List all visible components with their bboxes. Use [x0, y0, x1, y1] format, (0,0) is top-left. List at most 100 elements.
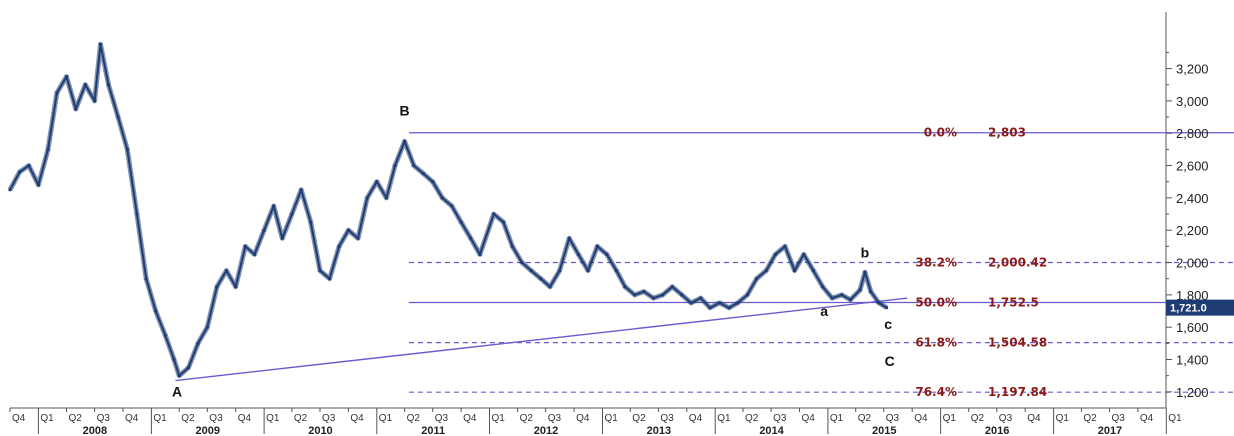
- price-point: [356, 236, 360, 240]
- price-point: [727, 306, 731, 310]
- price-point: [440, 196, 444, 200]
- quarter-label: Q4: [802, 413, 816, 424]
- price-point: [252, 252, 257, 257]
- price-point: [595, 244, 599, 248]
- quarter-label: Q4: [914, 413, 928, 424]
- price-point: [154, 309, 158, 313]
- year-label: 2008: [83, 425, 107, 436]
- fib-pct-label: 0.0%: [924, 126, 957, 140]
- price-point: [548, 285, 552, 289]
- price-point: [450, 204, 454, 208]
- price-point: [783, 244, 787, 248]
- y-tick-label: 2,800: [1176, 126, 1209, 141]
- price-point: [717, 301, 722, 305]
- price-point: [661, 293, 665, 297]
- quarter-label: Q2: [1083, 413, 1097, 424]
- wave-label-C: C: [885, 353, 895, 369]
- year-label: 2017: [1098, 425, 1122, 436]
- price-point: [605, 252, 609, 257]
- price-point: [8, 188, 12, 192]
- price-point: [421, 172, 426, 176]
- y-tick-label: 1,400: [1176, 353, 1209, 368]
- quarter-label: Q2: [745, 413, 759, 424]
- quarter-label: Q4: [350, 413, 364, 424]
- quarter-label: Q2: [407, 413, 421, 424]
- price-point: [431, 180, 435, 184]
- price-point: [46, 147, 50, 151]
- price-point: [243, 244, 247, 248]
- wave-label-B: B: [400, 102, 410, 118]
- price-point: [869, 290, 873, 294]
- price-point: [764, 269, 768, 273]
- series-group: [7, 41, 889, 379]
- price-point: [821, 285, 825, 289]
- quarter-label: Q1: [830, 413, 844, 424]
- quarter-label: Q3: [660, 413, 674, 424]
- price-point: [93, 99, 97, 103]
- price-line: [9, 43, 888, 377]
- price-point: [234, 285, 238, 289]
- quarter-label: Q2: [520, 413, 534, 424]
- price-point: [586, 269, 590, 273]
- price-point: [299, 188, 303, 192]
- price-point: [884, 306, 889, 310]
- price-point: [327, 277, 332, 281]
- price-point: [745, 293, 749, 297]
- price-point: [384, 196, 388, 200]
- price-point: [811, 269, 815, 273]
- fib-pct-label: 61.8%: [915, 336, 957, 350]
- price-point: [670, 285, 674, 289]
- quarter-label: Q4: [689, 413, 703, 424]
- price-point: [74, 107, 78, 111]
- price-point: [196, 341, 200, 345]
- quarter-label: Q1: [153, 413, 167, 424]
- quarter-label: Q4: [463, 413, 477, 424]
- quarter-label: Q1: [943, 413, 957, 424]
- fib-pct-label: 76.4%: [915, 385, 957, 399]
- price-point: [773, 252, 778, 257]
- price-point: [651, 296, 656, 300]
- fib-value-label: 1,752.5: [988, 296, 1039, 310]
- quarter-label: Q1: [605, 413, 619, 424]
- x-axis: Q4 Q1 Q2 Q3 Q4 Q1 Q2 Q3 Q4 Q1 Q2 Q3 Q4 Q1 Q2 Q3 Q4 Q1 Q2 Q3…: [9, 408, 1182, 436]
- price-point: [280, 236, 284, 240]
- price-point: [309, 220, 313, 224]
- price-point: [98, 42, 103, 46]
- price-point: [623, 285, 627, 289]
- year-label: 2014: [759, 425, 784, 436]
- price-point: [848, 298, 853, 302]
- year-label: 2012: [534, 425, 558, 436]
- price-point: [116, 115, 120, 119]
- quarter-label: Q1: [717, 413, 731, 424]
- price-point: [459, 220, 463, 224]
- price-point: [567, 236, 571, 240]
- quarter-label: Q4: [1140, 413, 1154, 424]
- trendline: [175, 297, 908, 382]
- price-point: [858, 288, 862, 292]
- year-label: 2015: [872, 425, 896, 436]
- price-point: [792, 269, 797, 273]
- quarter-label: Q1: [1056, 413, 1070, 424]
- price-point: [469, 236, 473, 240]
- price-point: [863, 270, 867, 274]
- fib-pct-label: 38.2%: [915, 255, 957, 269]
- y-tick-label: 2,200: [1176, 223, 1209, 238]
- quarter-label: Q2: [632, 413, 646, 424]
- quarter-label: Q2: [858, 413, 872, 424]
- y-tick-label: 2,000: [1176, 256, 1209, 271]
- price-point: [144, 277, 148, 281]
- price-point: [27, 163, 31, 168]
- price-point: [576, 252, 581, 257]
- y-tick-label: 3,200: [1176, 62, 1209, 77]
- quarter-label: Q2: [69, 413, 83, 424]
- price-point: [375, 180, 379, 184]
- wave-label-c: c: [884, 316, 892, 332]
- price-point: [802, 252, 806, 257]
- price-point: [708, 306, 712, 310]
- price-point: [840, 293, 844, 297]
- quarter-label: Q4: [576, 413, 590, 424]
- quarter-label: Q3: [999, 413, 1013, 424]
- price-point: [699, 296, 703, 300]
- quarter-label: Q3: [548, 413, 562, 424]
